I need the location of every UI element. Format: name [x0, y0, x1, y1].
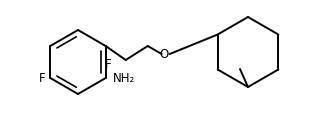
- Text: F: F: [39, 71, 45, 85]
- Text: F: F: [104, 58, 111, 71]
- Text: O: O: [159, 48, 168, 60]
- Text: NH₂: NH₂: [113, 72, 135, 85]
